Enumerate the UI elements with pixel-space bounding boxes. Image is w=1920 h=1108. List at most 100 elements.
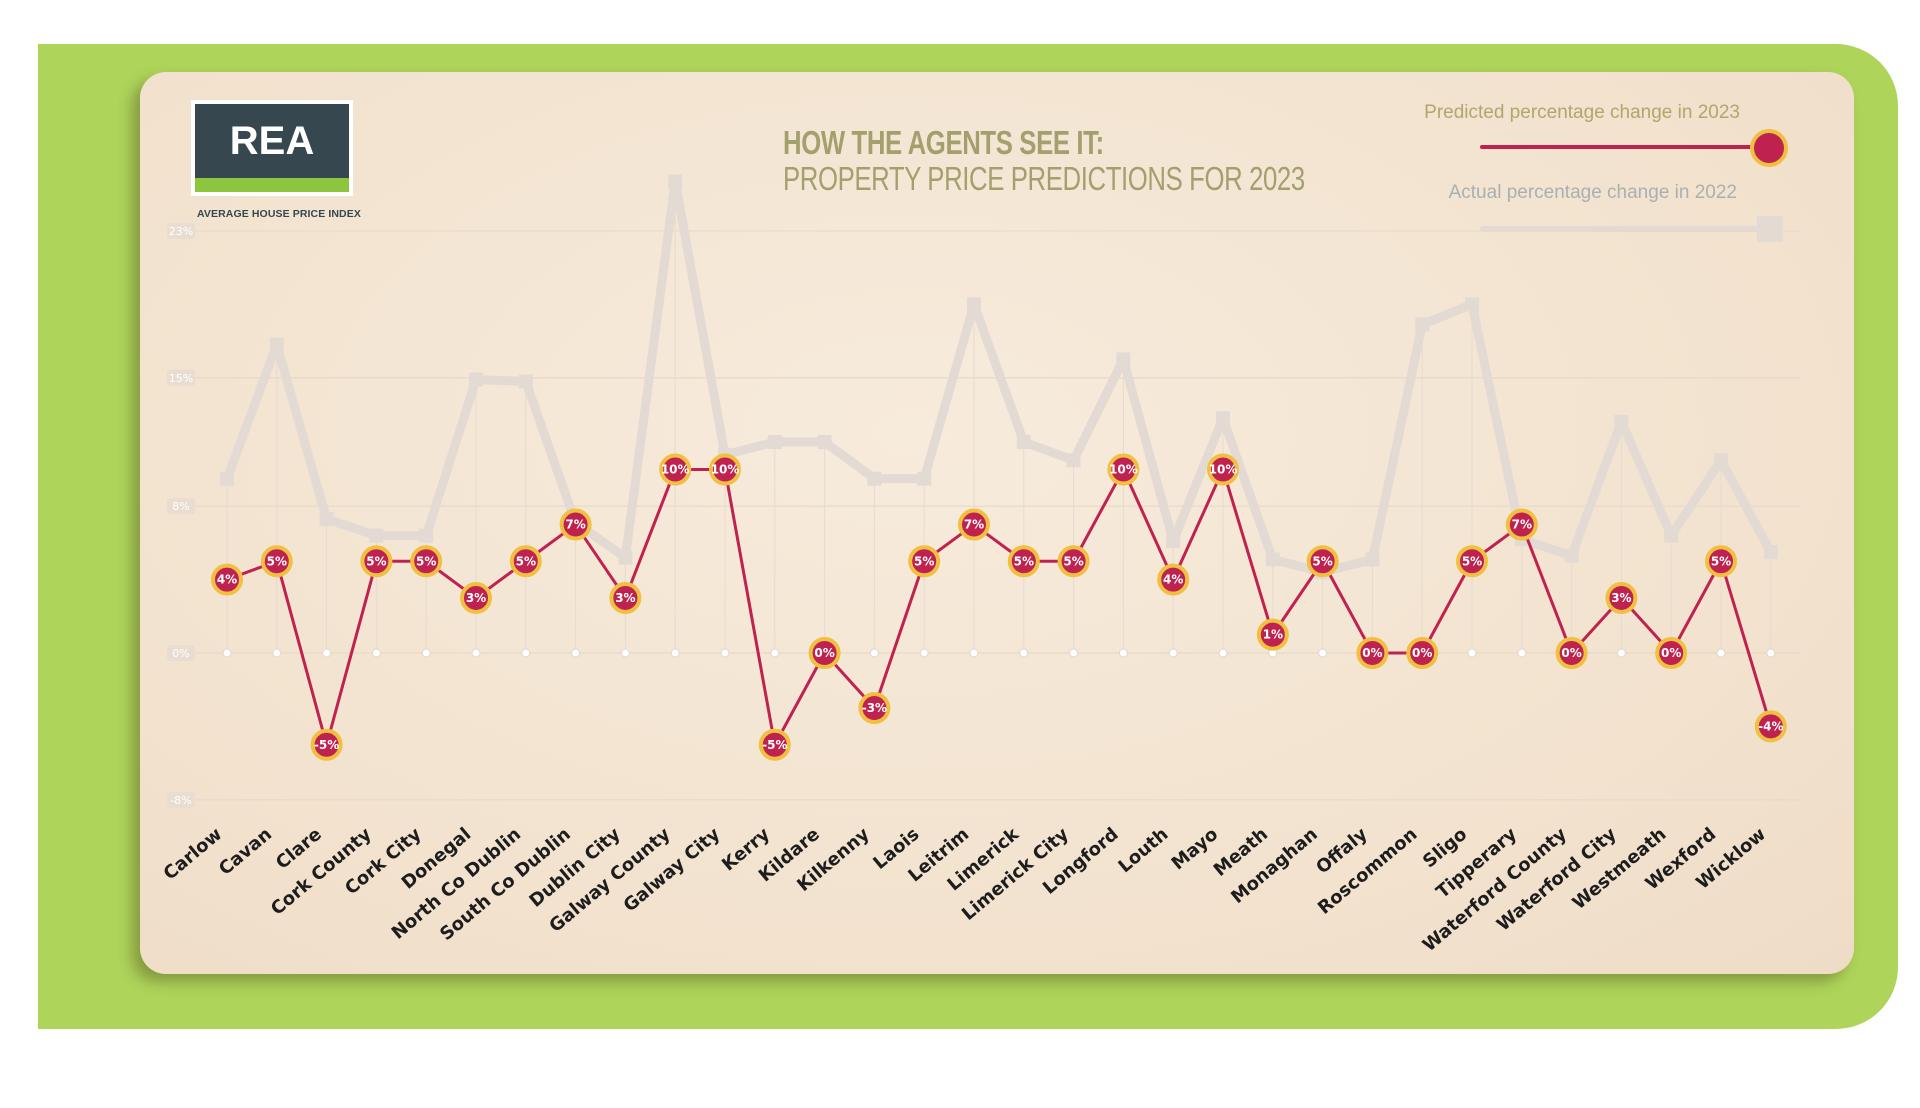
predicted-point (908, 545, 941, 578)
predicted-point (1555, 637, 1588, 669)
actual-point (469, 372, 483, 387)
predicted-point (758, 728, 791, 761)
actual-point (419, 528, 434, 543)
zero-marker (272, 648, 282, 658)
data-label: 10% (661, 463, 690, 477)
zero-marker (521, 648, 531, 658)
y-tick-label: -8% (170, 794, 191, 807)
predicted-point (1655, 637, 1688, 669)
data-label: 7% (964, 518, 984, 532)
data-label: 3% (1611, 591, 1631, 605)
predicted-point (1754, 710, 1787, 743)
logo-stripe (195, 178, 349, 192)
zero-marker (1318, 648, 1328, 658)
y-tick-label: 0% (172, 647, 189, 660)
data-label: 5% (1063, 554, 1083, 568)
tick-bg (167, 369, 195, 386)
data-label: 0% (1661, 646, 1681, 660)
chart-subtitle: PROPERTY PRICE PREDICTIONS FOR 2023 (783, 160, 1305, 197)
predicted-point (858, 692, 891, 725)
zero-marker (1069, 648, 1079, 658)
predicted-point (808, 637, 841, 669)
zero-marker (1467, 648, 1477, 658)
actual-point (917, 471, 932, 486)
actual-point (319, 512, 334, 527)
actual-point (1166, 534, 1181, 549)
actual-point (220, 471, 234, 486)
zero-marker (869, 648, 879, 658)
actual-point (1066, 453, 1081, 468)
tick-bg (167, 791, 195, 808)
actual-point (767, 434, 782, 449)
legend-actual-marker (1757, 216, 1783, 242)
zero-marker (471, 648, 481, 658)
predicted-point (310, 728, 343, 761)
zero-marker (371, 648, 381, 658)
zero-marker (670, 648, 680, 658)
data-label: 0% (814, 646, 834, 660)
tick-bg (167, 498, 195, 515)
legend-predicted-line (1480, 145, 1768, 149)
data-label: 0% (1412, 646, 1432, 660)
data-label: 5% (416, 554, 436, 568)
actual-point (1465, 297, 1479, 312)
predicted-point (509, 545, 542, 578)
zero-marker (1716, 648, 1726, 658)
data-label: 5% (516, 554, 536, 568)
tick-bg (167, 645, 195, 661)
predicted-point (1456, 545, 1488, 578)
data-label: 0% (1561, 646, 1581, 660)
data-label: 4% (1163, 573, 1183, 587)
zero-marker (1218, 648, 1228, 658)
actual-series (220, 174, 1778, 580)
actual-point (1664, 528, 1679, 543)
predicted-point (260, 545, 293, 578)
predicted-point (460, 581, 492, 614)
predicted-point (1007, 545, 1040, 578)
zero-marker (421, 648, 431, 658)
actual-point (1763, 545, 1778, 560)
actual-point (817, 434, 832, 449)
zero-marker (571, 648, 581, 658)
rea-logo: REA (191, 100, 353, 196)
legend-actual-line (1480, 226, 1770, 232)
tick-bg (167, 222, 195, 239)
data-label: 5% (366, 554, 386, 568)
predicted-point (1505, 508, 1538, 541)
predicted-point (1107, 453, 1140, 486)
zero-marker (1168, 648, 1178, 658)
y-tick-label: 15% (169, 372, 193, 385)
predicted-point (1406, 637, 1439, 669)
zero-marker (1118, 648, 1128, 658)
actual-point (1216, 411, 1230, 426)
actual-point (618, 550, 633, 565)
actual-point (867, 471, 882, 486)
predicted-point (211, 563, 243, 596)
predicted-point (360, 545, 393, 578)
data-label: 10% (1209, 463, 1238, 477)
data-label: 5% (1014, 554, 1034, 568)
data-label: -5% (762, 738, 787, 752)
data-label: -3% (862, 701, 887, 715)
zero-marker (1766, 648, 1776, 658)
predicted-point (1306, 545, 1339, 578)
actual-point (1365, 552, 1380, 567)
data-label: 5% (1462, 554, 1482, 568)
x-tick-label: Cavan (215, 824, 276, 880)
zero-marker (969, 648, 979, 658)
zero-marker (322, 648, 332, 658)
data-label: 5% (914, 554, 934, 568)
zero-marker (222, 648, 232, 658)
actual-point (269, 337, 284, 352)
data-label: -5% (314, 738, 339, 752)
predicted-point (659, 453, 692, 486)
data-label: 3% (615, 591, 635, 605)
data-label: 10% (1109, 463, 1138, 477)
x-tick-label: Monaghan (1227, 824, 1322, 908)
predicted-point (1356, 637, 1389, 669)
data-label: 0% (1362, 646, 1382, 660)
zero-marker (1616, 648, 1626, 658)
actual-point (518, 374, 533, 389)
predicted-point (410, 545, 443, 578)
zero-marker (919, 648, 929, 658)
